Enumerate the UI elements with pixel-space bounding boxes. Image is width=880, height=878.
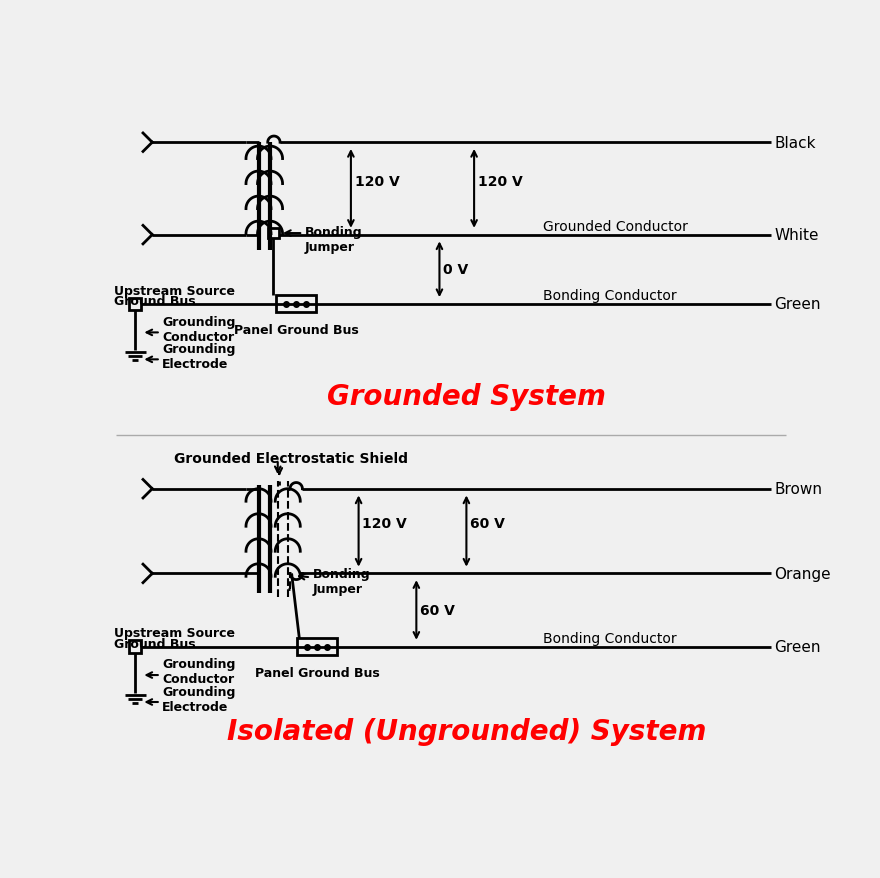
Text: Upstream Source: Upstream Source — [114, 284, 235, 298]
Text: Green: Green — [774, 639, 821, 654]
Text: Ground Bus: Ground Bus — [114, 637, 195, 651]
Text: 0 V: 0 V — [444, 263, 468, 277]
Text: Grounding
Conductor: Grounding Conductor — [162, 315, 236, 343]
Text: Ground Bus: Ground Bus — [114, 295, 195, 308]
Bar — [268, 228, 279, 239]
Text: Isolated (Ungrounded) System: Isolated (Ungrounded) System — [227, 717, 706, 745]
Text: Bonding Conductor: Bonding Conductor — [544, 289, 677, 303]
Text: White: White — [774, 228, 819, 243]
Text: Panel Ground Bus: Panel Ground Bus — [254, 666, 379, 679]
Text: Grounding
Electrode: Grounding Electrode — [162, 685, 236, 713]
Text: Black: Black — [774, 135, 816, 150]
Text: Green: Green — [774, 297, 821, 312]
Text: Grounding
Electrode: Grounding Electrode — [162, 343, 236, 371]
Text: Grounded Conductor: Grounded Conductor — [544, 220, 688, 234]
Bar — [129, 299, 142, 311]
Text: Upstream Source: Upstream Source — [114, 627, 235, 639]
Text: 60 V: 60 V — [470, 517, 505, 531]
Text: Panel Ground Bus: Panel Ground Bus — [234, 324, 359, 337]
Text: Grounding
Conductor: Grounding Conductor — [162, 658, 236, 686]
Text: Grounded Electrostatic Shield: Grounded Electrostatic Shield — [174, 451, 407, 465]
Text: 120 V: 120 V — [363, 517, 407, 531]
Text: 60 V: 60 V — [421, 603, 455, 617]
Text: Orange: Orange — [774, 566, 831, 581]
Bar — [129, 641, 142, 653]
Text: 120 V: 120 V — [355, 175, 400, 189]
Text: Brown: Brown — [774, 482, 823, 497]
Bar — [276, 296, 316, 313]
Text: 120 V: 120 V — [478, 175, 523, 189]
Text: Grounded System: Grounded System — [327, 383, 605, 411]
Text: Bonding
Jumper: Bonding Jumper — [304, 226, 363, 254]
Bar — [297, 638, 337, 655]
Text: Bonding
Jumper: Bonding Jumper — [312, 567, 370, 595]
Text: Bonding Conductor: Bonding Conductor — [544, 631, 677, 645]
